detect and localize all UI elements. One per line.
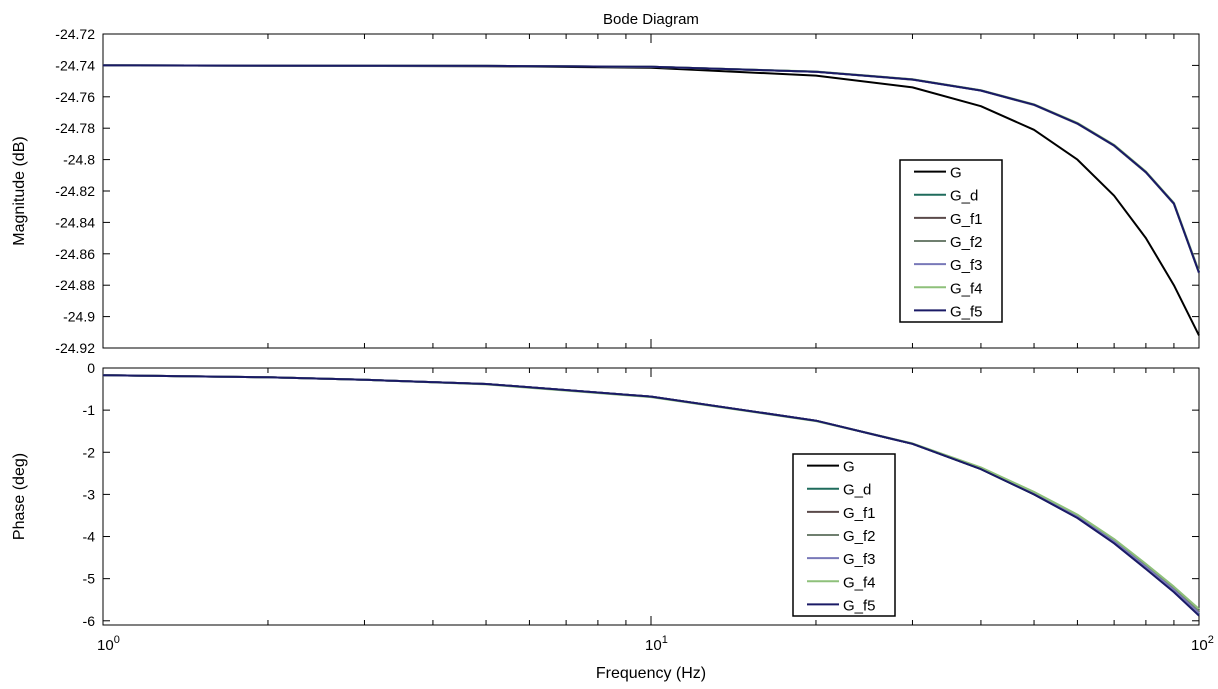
magnitude-y-tick-label: -24.9 bbox=[63, 309, 95, 325]
phase-legend-label: G_f3 bbox=[843, 551, 876, 568]
x-tick-label: 100 bbox=[97, 634, 120, 654]
phase-legend-label: G_f4 bbox=[843, 574, 876, 591]
phase-y-tick-label: -2 bbox=[83, 444, 96, 460]
phase-axes-box bbox=[102, 367, 1200, 626]
magnitude-axes-box bbox=[102, 33, 1200, 349]
phase-panel: 0 -1 -2 -3 -4 -5 -6 Phase (deg) G G_d G_f1 G_f2 G_f3… bbox=[11, 360, 1200, 629]
magnitude-y-axis-label: Magnitude (dB) bbox=[11, 136, 28, 245]
magnitude-series-g-f5 bbox=[102, 64, 1200, 273]
magnitude-series-g-d bbox=[102, 64, 1200, 273]
magnitude-series-g-f4 bbox=[102, 64, 1200, 272]
magnitude-y-tick-label: -24.82 bbox=[55, 183, 95, 199]
magnitude-y-tick-label: -24.74 bbox=[55, 57, 95, 73]
magnitude-series-g-f1 bbox=[102, 64, 1200, 273]
magnitude-y-tick-label: -24.92 bbox=[55, 340, 95, 356]
magnitude-y-tick-label: -24.72 bbox=[55, 26, 95, 42]
phase-legend-label: G_f2 bbox=[843, 528, 876, 545]
phase-y-tick-label: -6 bbox=[83, 613, 96, 629]
phase-y-tick-label: -1 bbox=[83, 402, 96, 418]
phase-legend-label: G_d bbox=[843, 482, 871, 499]
x-tick-labels: 100 101 102 bbox=[97, 634, 1214, 654]
magnitude-series-g-f3 bbox=[102, 64, 1200, 273]
phase-series-g-f5 bbox=[102, 374, 1200, 617]
phase-y-tick-label: 0 bbox=[87, 360, 95, 376]
magnitude-y-tick-label: -24.84 bbox=[55, 214, 95, 230]
magnitude-y-tick-label: -24.78 bbox=[55, 120, 95, 136]
phase-y-axis-label: Phase (deg) bbox=[11, 453, 28, 540]
phase-legend: G G_d G_f1 G_f2 G_f3 G_f4 G_f5 bbox=[792, 453, 896, 617]
phase-y-tick-label: -4 bbox=[83, 529, 96, 545]
magnitude-y-tick-label: -24.86 bbox=[55, 246, 95, 262]
magnitude-legend-label: G_d bbox=[950, 188, 978, 205]
magnitude-legend-label: G_f4 bbox=[950, 280, 983, 297]
magnitude-legend-label: G_f3 bbox=[950, 257, 983, 274]
magnitude-legend-label: G_f5 bbox=[950, 303, 983, 320]
magnitude-legend-label: G_f2 bbox=[950, 234, 983, 251]
magnitude-y-tick-label: -24.76 bbox=[55, 89, 95, 105]
magnitude-legend-label: G_f1 bbox=[950, 211, 983, 228]
magnitude-y-tick-label: -24.8 bbox=[63, 152, 95, 168]
magnitude-y-tick-label: -24.88 bbox=[55, 277, 95, 293]
x-tick-label: 101 bbox=[645, 634, 668, 654]
phase-legend-label: G_f5 bbox=[843, 597, 876, 614]
phase-y-tick-label: -5 bbox=[83, 571, 96, 587]
phase-legend-label: G bbox=[843, 459, 855, 476]
phase-series-g-f4 bbox=[102, 374, 1200, 610]
magnitude-series-g-f2 bbox=[102, 64, 1200, 274]
phase-legend-label: G_f1 bbox=[843, 505, 876, 522]
magnitude-panel: -24.72 -24.74 -24.76 -24.78 -24.8 -24.82 -24.8… bbox=[11, 26, 1200, 356]
magnitude-legend-label: G bbox=[950, 165, 962, 182]
phase-y-tick-label: -3 bbox=[83, 486, 96, 502]
chart-title: Bode Diagram bbox=[603, 11, 699, 28]
magnitude-legend: G G_d G_f1 G_f2 G_f3 G_f4 G_f5 bbox=[899, 159, 1003, 323]
x-axis-label: Frequency (Hz) bbox=[596, 665, 706, 682]
x-tick-label: 102 bbox=[1191, 634, 1214, 654]
